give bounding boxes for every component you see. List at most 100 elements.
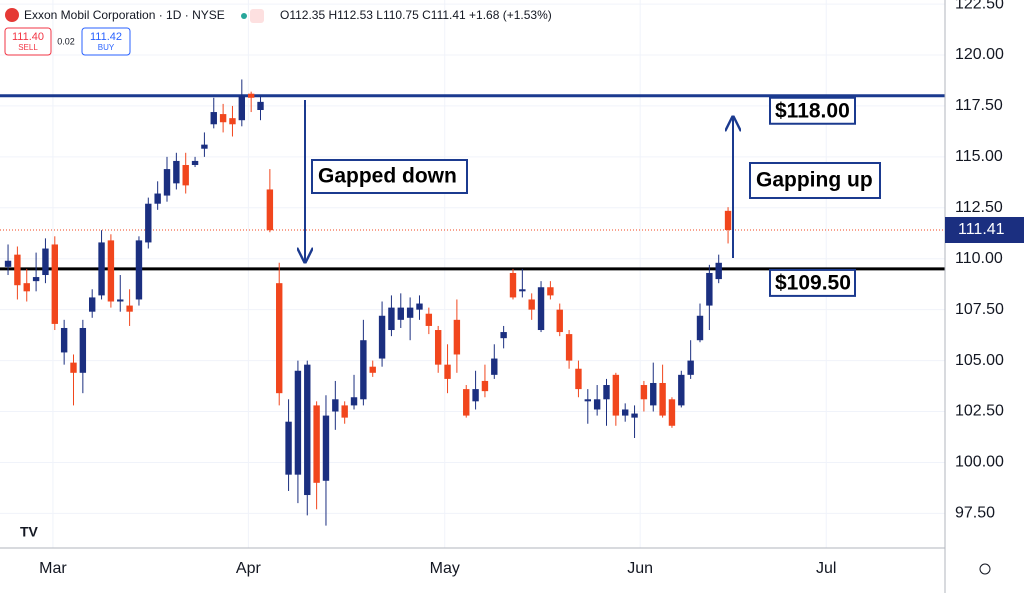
candle-body	[668, 399, 676, 426]
candle-body	[4, 260, 12, 267]
annotation: Gapping up	[756, 169, 873, 192]
candle-body	[191, 160, 199, 166]
candle-body	[659, 382, 666, 416]
sell-price: 111.40	[12, 31, 44, 43]
buy-label: BUY	[98, 43, 115, 52]
status-dot	[241, 13, 247, 19]
candle-body	[98, 242, 105, 296]
candle-body	[23, 283, 30, 292]
candle-body	[182, 165, 189, 186]
logo: TV	[20, 524, 39, 540]
candle-body	[612, 374, 620, 416]
candle-body	[491, 358, 498, 375]
candle-body	[509, 272, 517, 298]
candle-body	[266, 189, 274, 231]
candle-body	[247, 93, 255, 98]
y-tick-label: 102.50	[955, 403, 1004, 420]
candle-body	[369, 366, 376, 373]
candle-body	[575, 368, 582, 390]
annotation-box	[311, 159, 468, 194]
candle-body	[425, 313, 433, 326]
symbol: Exxon Mobil Corporation · 1D · NYSE	[24, 8, 225, 22]
candle-body	[565, 334, 573, 361]
last-price-label: 111.41	[958, 221, 1005, 238]
y-tick-label: 107.50	[955, 301, 1004, 318]
candle-body	[416, 303, 423, 310]
candle-body	[687, 360, 694, 375]
x-tick-label: Mar	[39, 560, 67, 577]
candle-body	[107, 240, 115, 302]
candle-body	[706, 272, 713, 306]
buy-price: 111.42	[90, 31, 122, 43]
candle-body	[341, 405, 348, 418]
candle-body	[472, 389, 479, 402]
candle-body	[332, 399, 339, 412]
candle-body	[350, 397, 358, 406]
candle-body	[388, 307, 395, 331]
candle-body	[313, 405, 320, 483]
candle-body	[696, 315, 704, 341]
ohlc: O112.35 H112.53 L110.75 C111.41 +1.68 (+…	[280, 8, 552, 22]
candle-body	[528, 299, 535, 310]
candle-body	[434, 330, 442, 365]
symbol-icon	[5, 8, 19, 22]
y-tick-label: 105.00	[955, 352, 1004, 369]
candle-body	[593, 399, 601, 410]
candle-body	[360, 340, 367, 400]
y-tick-label: 115.00	[955, 148, 1003, 165]
candle-body	[631, 413, 638, 418]
y-tick-label: 117.50	[955, 97, 1003, 114]
y-tick-label: 97.50	[955, 505, 995, 522]
candle-body	[219, 114, 227, 123]
candle-body	[238, 95, 246, 121]
candle-body	[463, 389, 470, 416]
candle-body	[304, 364, 311, 496]
candle-body	[173, 160, 180, 184]
candle-body	[145, 203, 152, 243]
candle-body	[135, 240, 143, 300]
buy-button[interactable]	[81, 27, 131, 56]
level-label-box	[769, 268, 856, 297]
candle-body	[481, 380, 489, 392]
candle-body	[257, 101, 264, 111]
candle-body	[500, 332, 507, 339]
level-label: $118.00	[775, 99, 850, 122]
candle-body	[650, 382, 657, 406]
candle-body	[79, 327, 87, 373]
candle-body	[51, 244, 58, 324]
candle-body	[406, 307, 414, 318]
candle-body	[154, 193, 161, 204]
candle-body	[724, 210, 732, 230]
sell-label: SELL	[18, 43, 38, 52]
y-tick-label: 122.50	[955, 0, 1004, 12]
candle-body	[14, 254, 21, 286]
y-tick-label: 112.50	[955, 199, 1003, 216]
settings-icon[interactable]	[979, 563, 991, 575]
candle-body	[322, 415, 330, 481]
candle-body	[32, 277, 40, 282]
candle-body	[163, 169, 171, 196]
candle-body	[537, 287, 545, 331]
candle-body	[294, 370, 302, 475]
candle-body	[60, 327, 68, 353]
candle-body	[444, 364, 451, 379]
candle-body	[556, 309, 563, 333]
candle-body	[640, 385, 648, 400]
candle-body	[603, 385, 610, 400]
candle-body	[117, 299, 124, 302]
annotation-box	[749, 162, 881, 199]
y-tick-label: 100.00	[955, 454, 1004, 471]
candle-body	[547, 287, 554, 296]
candle-body	[715, 262, 722, 280]
x-tick-label: Jul	[816, 560, 836, 577]
candle-body	[88, 297, 96, 312]
candle-body	[276, 283, 283, 394]
candle-body	[453, 319, 461, 355]
candle-body	[70, 362, 77, 373]
x-tick-label: Apr	[236, 560, 262, 577]
annotation: Gapped down	[318, 165, 457, 188]
level-label: $109.50	[775, 271, 851, 294]
candle-body	[210, 112, 217, 125]
sell-button[interactable]	[4, 27, 52, 56]
